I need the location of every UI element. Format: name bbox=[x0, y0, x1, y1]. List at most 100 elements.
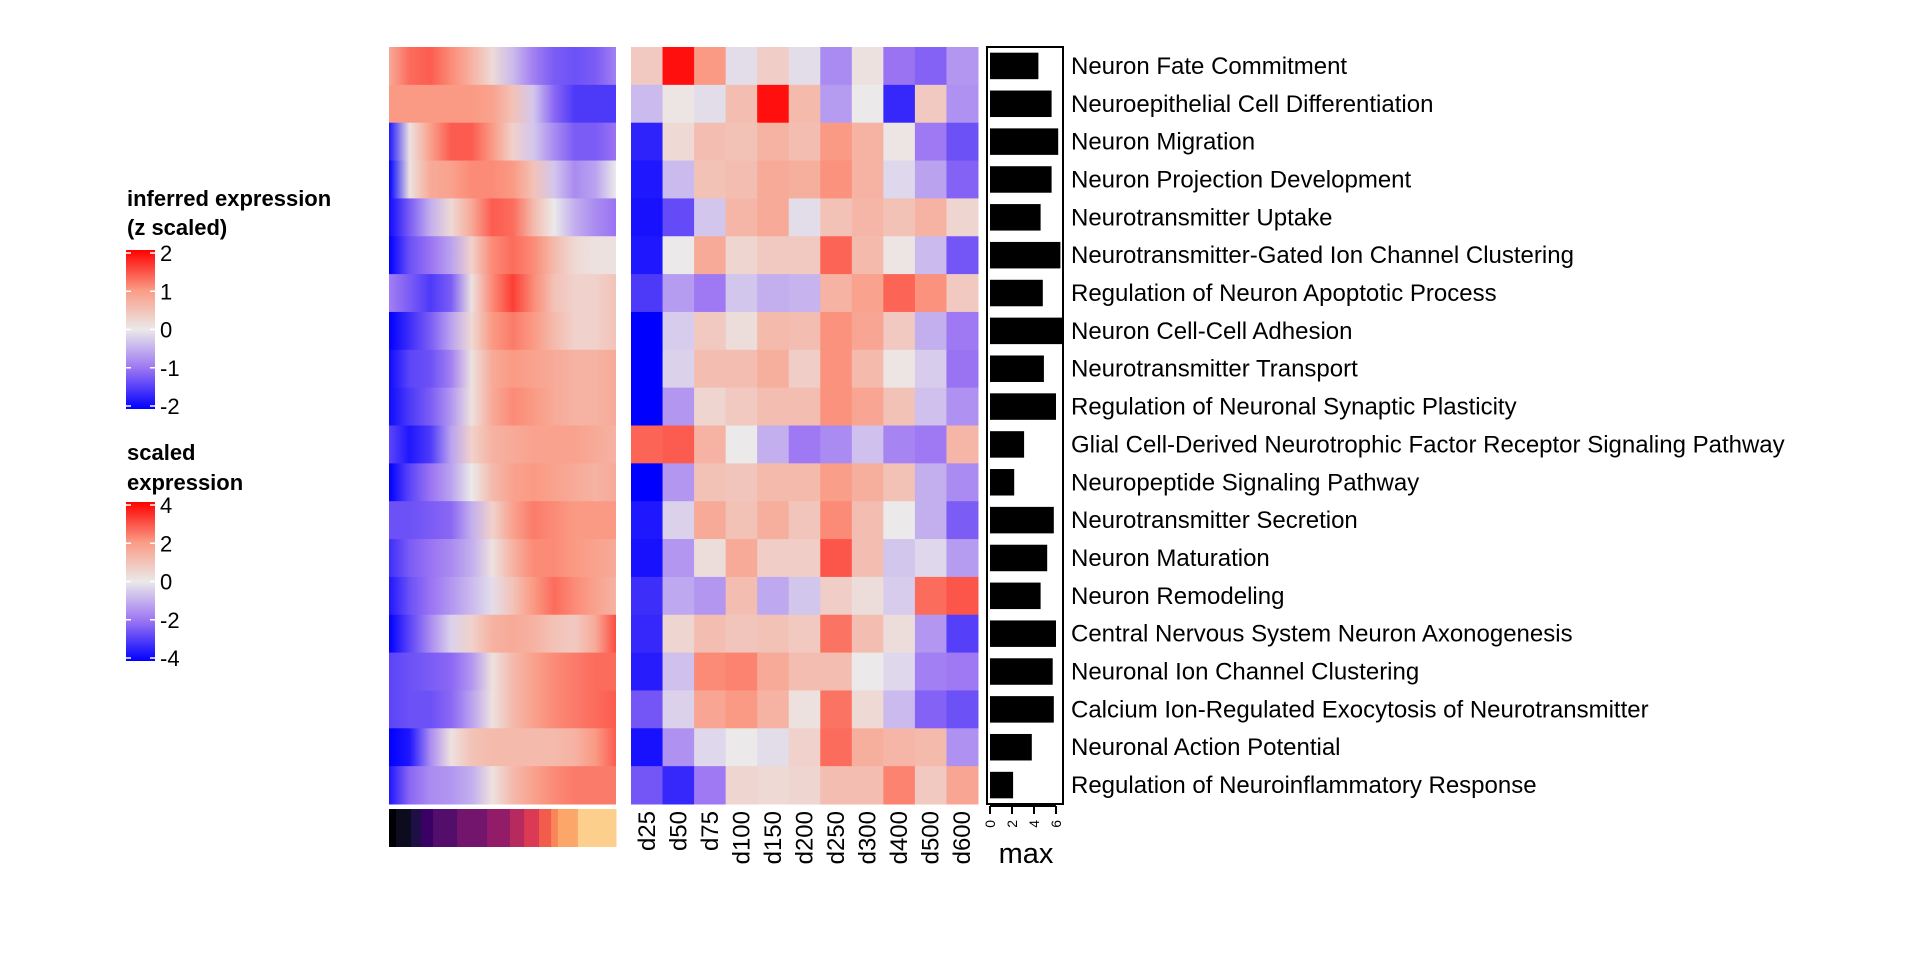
heatmap-cell bbox=[883, 198, 916, 237]
heatmap-cell bbox=[694, 539, 727, 578]
heatmap-cell bbox=[914, 728, 947, 767]
max-axis-title: max bbox=[999, 838, 1054, 870]
heatmap-row bbox=[389, 387, 616, 426]
heatmap-row bbox=[389, 311, 616, 351]
heatmap-cell bbox=[914, 236, 947, 275]
heatmap-cell bbox=[946, 311, 979, 351]
max-bar bbox=[990, 241, 1061, 269]
heatmap-cell bbox=[662, 122, 695, 162]
heatmap-cell bbox=[914, 160, 947, 199]
heatmap-cell bbox=[788, 614, 821, 654]
heatmap-cell bbox=[820, 47, 853, 86]
heatmap-cell bbox=[851, 728, 884, 767]
heatmap-cell bbox=[662, 236, 695, 275]
heatmap-cell bbox=[757, 576, 790, 616]
heatmap-cell bbox=[788, 425, 821, 464]
heatmap-cell bbox=[820, 311, 853, 351]
bar-tick-label: 0 bbox=[982, 820, 998, 828]
row-label: Calcium Ion-Regulated Exocytosis of Neur… bbox=[1071, 696, 1649, 723]
annotation-block bbox=[524, 809, 540, 847]
annotation-block bbox=[457, 809, 488, 847]
heatmap-cell bbox=[914, 198, 947, 237]
row-label: Glial Cell-Derived Neurotrophic Factor R… bbox=[1071, 431, 1785, 458]
legend-tick-label: 0 bbox=[160, 570, 172, 595]
max-bar bbox=[990, 582, 1041, 610]
heatmap-cell bbox=[820, 463, 853, 502]
heatmap-cell bbox=[883, 614, 916, 654]
heatmap-cell bbox=[946, 690, 979, 729]
row-label: Regulation of Neuronal Synaptic Plastici… bbox=[1071, 394, 1517, 421]
heatmap-cell bbox=[788, 501, 821, 540]
heatmap-cell bbox=[851, 576, 884, 616]
annotation-block bbox=[551, 809, 559, 847]
heatmap-cell bbox=[694, 349, 727, 389]
pseudotime-annotation-bar bbox=[389, 809, 617, 847]
heatmap-cell bbox=[725, 652, 758, 691]
max-bar bbox=[990, 696, 1054, 723]
max-bar bbox=[990, 469, 1015, 496]
heatmap-cell bbox=[757, 387, 790, 426]
max-bar bbox=[990, 128, 1059, 155]
heatmap-cell bbox=[820, 236, 853, 275]
heatmap-cell bbox=[946, 614, 979, 654]
heatmap-cell bbox=[757, 690, 790, 729]
heatmap-row bbox=[389, 84, 616, 124]
heatmap-cell bbox=[725, 387, 758, 426]
heatmap-cell bbox=[725, 198, 758, 237]
row-label: Neuropeptide Signaling Pathway bbox=[1071, 469, 1419, 496]
heatmap-cell bbox=[851, 311, 884, 351]
row-labels: Neuron Fate Commitment Neuroepithelial Ce… bbox=[1071, 53, 1785, 799]
heatmap-cell bbox=[946, 198, 979, 237]
row-label: Neurotransmitter Transport bbox=[1071, 356, 1358, 383]
heatmap-cell bbox=[788, 122, 821, 162]
max-bar bbox=[990, 52, 1039, 80]
heatmap-cell bbox=[631, 501, 664, 540]
heatmap-cell bbox=[631, 463, 664, 502]
annotation-block bbox=[421, 809, 434, 847]
heatmap-cell bbox=[694, 198, 727, 237]
row-label: Neuron Projection Development bbox=[1071, 166, 1412, 193]
heatmap-cell bbox=[820, 349, 853, 389]
heatmap-cell bbox=[757, 463, 790, 502]
heatmap-cell bbox=[851, 387, 884, 426]
heatmap-cell bbox=[725, 614, 758, 654]
heatmap-cell bbox=[820, 539, 853, 578]
max-bar bbox=[990, 166, 1052, 193]
heatmap-cell bbox=[631, 425, 664, 464]
legend-tick-label: -4 bbox=[160, 646, 180, 671]
heatmap-cell bbox=[694, 728, 727, 767]
heatmap-cell bbox=[757, 539, 790, 578]
legend-tick-label: 2 bbox=[160, 531, 172, 556]
legend-tick-label: 4 bbox=[160, 493, 172, 518]
heatmap-cell bbox=[914, 47, 947, 86]
heatmap-cell bbox=[946, 576, 979, 616]
heatmap-cell bbox=[757, 122, 790, 162]
column-label: d400 bbox=[886, 811, 913, 864]
heatmap-cell bbox=[946, 84, 979, 124]
heatmap-cell bbox=[757, 160, 790, 199]
heatmap-cell bbox=[914, 576, 947, 616]
column-label: d50 bbox=[665, 811, 692, 851]
legend-title-line2: expression bbox=[127, 470, 243, 495]
heatmap-cell bbox=[946, 349, 979, 389]
heatmap-cell bbox=[694, 47, 727, 86]
heatmap-row bbox=[389, 501, 616, 540]
heatmap-cell bbox=[820, 652, 853, 691]
heatmap-cell bbox=[820, 576, 853, 616]
heatmap-cell bbox=[662, 274, 695, 313]
heatmap-cell bbox=[820, 690, 853, 729]
heatmap-cell bbox=[788, 84, 821, 124]
heatmap-cell bbox=[788, 539, 821, 578]
heatmap-cell bbox=[757, 311, 790, 351]
heatmap-cell bbox=[788, 160, 821, 199]
heatmap-cell bbox=[725, 160, 758, 199]
heatmap-cell bbox=[757, 614, 790, 654]
heatmap-cell bbox=[820, 614, 853, 654]
legend-tick-label: -1 bbox=[160, 356, 180, 381]
heatmap-cell bbox=[788, 387, 821, 426]
heatmap-cell bbox=[757, 84, 790, 124]
heatmap-cell bbox=[757, 425, 790, 464]
heatmap-cell bbox=[725, 349, 758, 389]
heatmap-cell bbox=[914, 614, 947, 654]
